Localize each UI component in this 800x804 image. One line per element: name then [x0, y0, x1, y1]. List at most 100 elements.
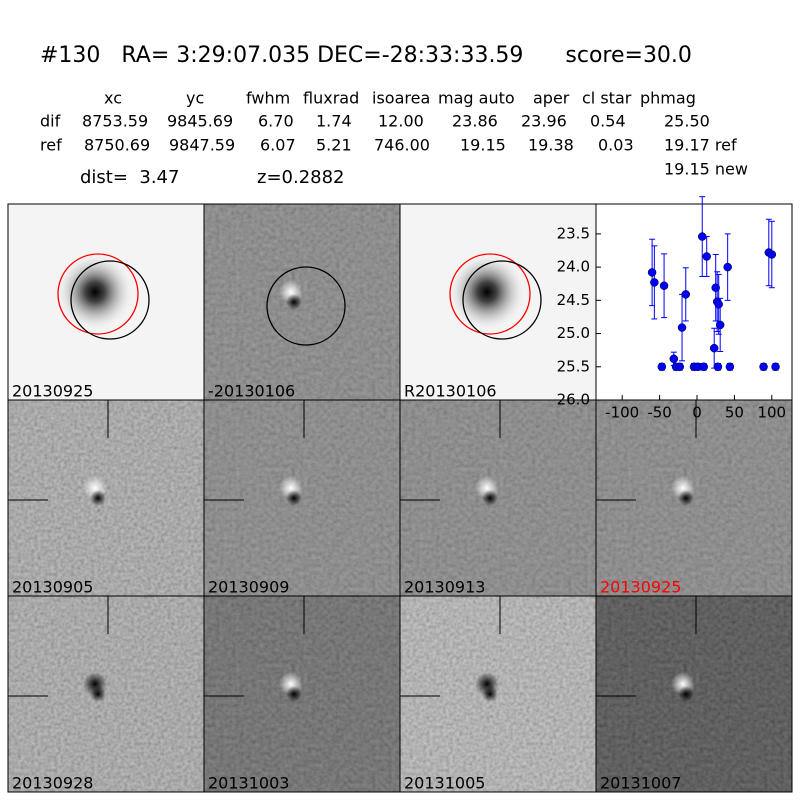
table-cell: 5.21: [316, 136, 352, 155]
image-panel: 20131007: [595, 595, 793, 793]
point: [675, 362, 685, 372]
panel-label: 20130913: [404, 578, 485, 597]
point: [699, 362, 708, 372]
table-note: 19.15 new: [664, 160, 748, 179]
y-tick-label: 24.5: [557, 291, 590, 309]
ref-circle: [57, 253, 139, 335]
panel-label: 20130905: [12, 578, 93, 597]
point: [659, 281, 669, 290]
row-label: dif: [40, 112, 61, 131]
light-curve: 23.5 24.0 24.5 25.0 25.5 26.0 -100 -50 0 50 100: [557, 196, 793, 422]
source-shadow: [482, 686, 498, 702]
image-panel: 20131005: [399, 595, 597, 793]
image-panel: 20130928: [7, 595, 205, 793]
table-cell: 19.38: [528, 136, 574, 155]
source-shadow: [678, 490, 694, 506]
redshift: z=0.2882: [257, 167, 345, 188]
y-tick-label: 23.5: [557, 224, 590, 242]
table-cell: 25.50: [664, 112, 710, 131]
image-panel: 20130925: [7, 203, 205, 401]
column-header: xc: [104, 89, 122, 108]
source-shadow: [678, 686, 694, 702]
column-header: cl star: [582, 89, 632, 108]
panel-frame: [595, 595, 793, 793]
image-panel: 20130913: [399, 399, 597, 597]
y-tick-label: 24.0: [557, 258, 590, 276]
image-panel: 20131003: [203, 595, 401, 793]
source-shadow: [90, 686, 106, 702]
point: [650, 278, 659, 287]
point: [677, 323, 687, 332]
table-cell: 8753.59: [82, 112, 148, 131]
y-tick-label: 26.0: [557, 391, 590, 409]
point: [702, 252, 711, 261]
panel-label: 20131007: [600, 774, 681, 793]
ref-circle: [449, 253, 531, 335]
point: [771, 362, 780, 372]
source-shadow: [90, 490, 106, 506]
point: [681, 290, 691, 299]
image-panel: 20130905: [7, 399, 205, 597]
panel-label: 20131005: [404, 774, 485, 793]
table-cell: 19.17 ref: [664, 136, 737, 155]
panel-label: -20130106: [208, 382, 295, 401]
table-cell: 6.07: [260, 136, 296, 155]
column-header: isoarea: [372, 89, 430, 108]
point: [713, 362, 723, 372]
table-cell: 8750.69: [84, 136, 150, 155]
column-header: phmag: [640, 89, 696, 108]
point: [723, 262, 732, 272]
image-panel: 20130925: [595, 399, 793, 597]
source-shadow: [482, 490, 498, 506]
point: [711, 283, 720, 292]
panel-label: 20130925: [600, 578, 681, 597]
source-shadow: [286, 686, 302, 702]
x-tick-label: -50: [647, 404, 672, 422]
source: [55, 252, 135, 332]
new-circle: [266, 266, 346, 346]
point: [647, 268, 657, 277]
row-label: ref: [40, 136, 62, 155]
table-cell: 12.00: [378, 112, 424, 131]
column-header: aper: [533, 89, 570, 108]
point: [715, 320, 725, 330]
table-cell: 6.70: [258, 112, 294, 131]
column-header: yc: [186, 89, 204, 108]
table-cell: 23.86: [452, 112, 498, 131]
panel-label: 20130925: [12, 382, 93, 401]
y-tick-label: 25.0: [557, 324, 590, 342]
point: [714, 300, 723, 309]
source-shadow: [286, 294, 302, 310]
title: #130 RA= 3:29:07.035 DEC=-28:33:33.59 sc…: [40, 43, 692, 68]
x-tick-label: 100: [757, 404, 786, 422]
point: [759, 362, 768, 372]
image-panel: -20130106: [203, 203, 401, 401]
panel-label: 20130928: [12, 774, 93, 793]
table-cell: 9847.59: [169, 136, 235, 155]
info-table: xc yc fwhm fluxrad isoarea mag auto aper cl sta…: [40, 89, 748, 189]
source-shadow: [286, 490, 302, 506]
point: [657, 362, 667, 372]
x-tick-label: 0: [692, 404, 702, 422]
image-panel: R20130106: [399, 203, 597, 401]
table-cell: 0.03: [598, 136, 634, 155]
column-header: fwhm: [246, 89, 290, 108]
point: [669, 354, 679, 364]
table-cell: 1.74: [316, 112, 352, 131]
new-circle: [70, 260, 150, 340]
x-tick-label: -100: [605, 404, 639, 422]
table-cell: 19.15: [460, 136, 506, 155]
y-tick-label: 25.5: [557, 357, 590, 375]
column-header: fluxrad: [303, 89, 359, 108]
column-header: mag auto: [438, 89, 515, 108]
table-cell: 23.96: [521, 112, 567, 131]
point: [767, 250, 777, 259]
panels: 20130925 -20130106 R20130106 20130905 201309…: [7, 203, 793, 793]
panel-label: R20130106: [404, 382, 497, 401]
point: [725, 362, 735, 372]
new-circle: [462, 260, 542, 340]
point: [709, 343, 719, 353]
source: [447, 252, 527, 332]
table-cell: 9845.69: [167, 112, 233, 131]
